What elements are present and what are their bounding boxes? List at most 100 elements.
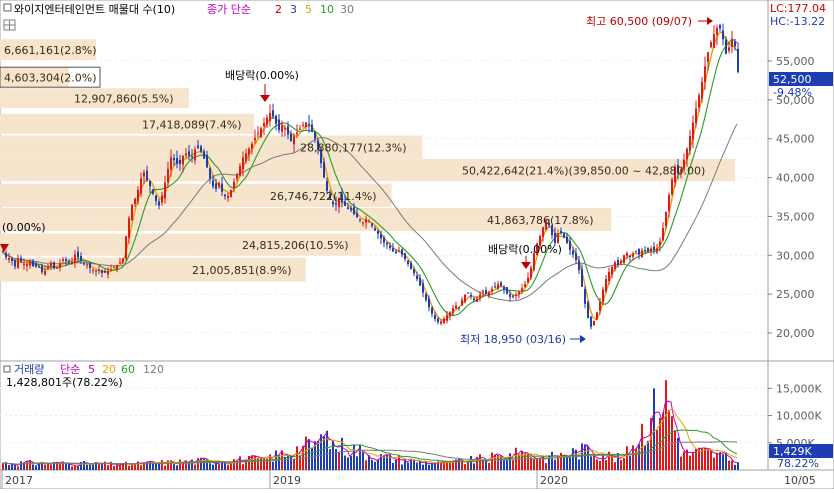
volume-bar [368, 455, 370, 470]
xaxis: 2017 2019 2020 10/05 [1, 470, 816, 489]
volume-bar [620, 460, 622, 470]
candle-body [278, 119, 280, 131]
candle-body [482, 291, 484, 293]
volume-bar [176, 465, 178, 470]
volume-bar [311, 447, 313, 470]
volume-legend-box-icon[interactable] [3, 365, 11, 373]
candle-body [428, 298, 430, 308]
volume-bar [539, 458, 541, 470]
candle-body [731, 38, 733, 47]
volume-bar [452, 462, 454, 470]
candle-body [347, 207, 349, 210]
volume-bar [56, 461, 58, 470]
candle-body [104, 270, 106, 273]
candle-body [32, 260, 34, 267]
candle-body [68, 261, 70, 263]
volume-last-value: 1,428,801주(78.22%) [6, 376, 123, 389]
volume-profile-labels: 6,661,161(2.8%) 4,603,304(2.0%) 12,907,860… [0, 44, 705, 277]
volume-bar [674, 430, 676, 470]
candle-body [467, 292, 469, 294]
candle-body [659, 241, 661, 246]
candle-body [74, 254, 76, 263]
candle-body [653, 246, 655, 251]
candle-body [200, 146, 202, 152]
volume-bar [716, 452, 718, 470]
volume-bar [20, 461, 22, 470]
volume-bar [548, 455, 550, 470]
candle-body [431, 307, 433, 314]
candle-body [566, 236, 568, 243]
price-tick-label: 40,000 [776, 172, 815, 185]
volume-bar [404, 459, 406, 470]
volume-bar [665, 380, 667, 470]
candle-body [494, 286, 496, 288]
candle-body [725, 39, 727, 54]
volume-bar [584, 444, 586, 470]
volume-bar [74, 466, 76, 470]
volume-bar [638, 444, 640, 470]
volume-profile-bar [0, 135, 423, 159]
candle-body [692, 122, 694, 140]
candle-body [593, 320, 595, 326]
legend-box-icon[interactable] [3, 3, 12, 12]
candle-body [713, 34, 715, 48]
volume-bar [107, 465, 109, 470]
candle-body [704, 66, 706, 83]
volume-bar [287, 455, 289, 470]
candle-body [158, 201, 160, 206]
high-arrow-head [707, 17, 713, 25]
candle-body [605, 278, 607, 292]
volume-bar [38, 463, 40, 470]
candle-body [167, 169, 169, 183]
volume-bar [707, 449, 709, 470]
candle-body [242, 157, 244, 170]
candle-body [95, 270, 97, 272]
candle-body [47, 266, 49, 269]
candle-body [386, 242, 388, 245]
volume-bar [323, 436, 325, 470]
volume-bar [689, 455, 691, 470]
candle-body [260, 128, 262, 138]
volume-bar [446, 461, 448, 470]
volume-bar [191, 459, 193, 470]
candle-body [545, 220, 547, 230]
volume-bar [278, 455, 280, 470]
candle-body [602, 289, 604, 302]
candle-body [707, 52, 709, 62]
candle-body [434, 315, 436, 320]
volume-bar [332, 440, 334, 470]
volume-bar [140, 465, 142, 470]
volume-bar [623, 458, 625, 470]
volume-profile-label: 12,907,860(5.5%) [74, 93, 174, 106]
candle-body [527, 277, 529, 283]
volume-profile-bar [0, 67, 69, 88]
candle-body [446, 315, 448, 321]
candle-body [401, 249, 403, 255]
candle-body [170, 157, 172, 170]
candle-body [86, 264, 88, 266]
candle-body [509, 294, 511, 297]
candle-body [143, 172, 145, 177]
candle-body [275, 115, 277, 124]
candle-body [215, 183, 217, 189]
candle-body [56, 267, 58, 269]
volume-bar [599, 460, 601, 470]
candle-body [332, 201, 334, 205]
volume-bar [14, 465, 16, 470]
volume-bar [158, 462, 160, 470]
volume-bar [44, 464, 46, 470]
price-tick-label: 25,000 [776, 288, 815, 301]
candle-body [299, 128, 301, 130]
volume-bar [482, 461, 484, 470]
candle-body [98, 270, 100, 272]
volume-bar [62, 461, 64, 470]
candle-body [617, 260, 619, 265]
volume-bar [77, 466, 79, 470]
volume-bar [2, 463, 4, 470]
left-pct-annotation: (0.00%) [2, 221, 46, 234]
candle-body [572, 250, 574, 255]
volume-bar [119, 465, 121, 470]
volume-bar [29, 459, 31, 470]
